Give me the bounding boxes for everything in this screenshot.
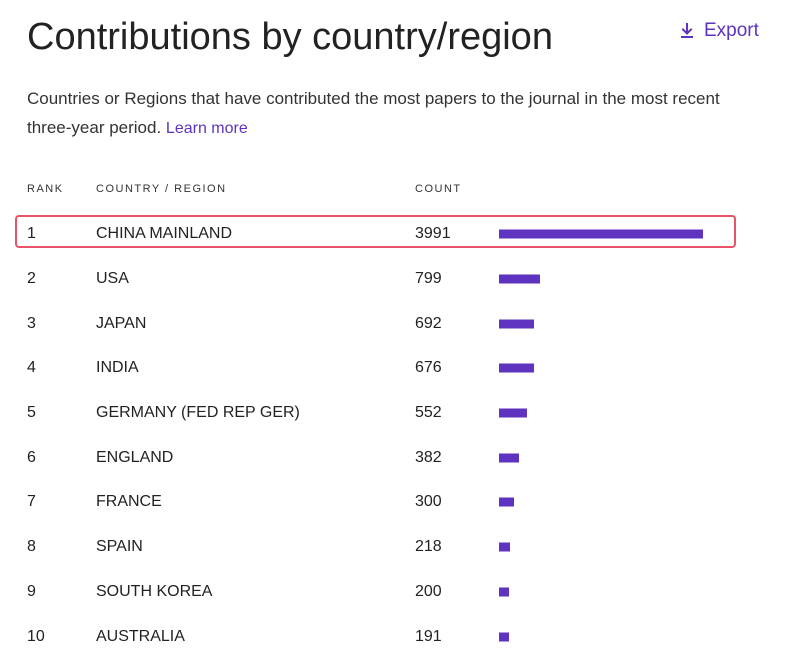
export-button[interactable]: Export — [680, 20, 759, 42]
country-cell: SOUTH KOREA — [96, 582, 213, 600]
count-cell: 218 — [415, 538, 442, 556]
download-icon — [680, 23, 694, 39]
count-bar — [499, 408, 527, 418]
count-cell: 692 — [415, 314, 442, 332]
country-cell: USA — [96, 270, 129, 288]
count-bar — [499, 229, 703, 239]
country-cell: FRANCE — [96, 493, 162, 511]
table-row: 3 JAPAN 692 — [0, 301, 788, 346]
count-bar — [499, 319, 534, 329]
count-bar — [499, 453, 519, 463]
column-header-rank: RANK — [27, 183, 64, 195]
country-cell: GERMANY (FED REP GER) — [96, 404, 300, 422]
country-cell: JAPAN — [96, 314, 147, 332]
table-body: 1 CHINA MAINLAND 3991 2 USA 799 3 JAPAN 692 4 INDI… — [0, 212, 788, 659]
country-cell: CHINA MAINLAND — [96, 225, 233, 243]
count-cell: 799 — [415, 270, 442, 288]
table-row: 1 CHINA MAINLAND 3991 — [0, 212, 788, 257]
rank-cell: 9 — [27, 582, 36, 600]
count-bar — [499, 587, 509, 597]
count-bar — [499, 542, 510, 552]
description-text: Countries or Regions that have contribut… — [27, 89, 720, 137]
count-cell: 382 — [415, 448, 442, 466]
count-bar — [499, 363, 534, 373]
count-cell: 200 — [415, 582, 442, 600]
page-title: Contributions by country/region — [27, 16, 553, 58]
rank-cell: 6 — [27, 448, 36, 466]
count-cell: 3991 — [415, 225, 451, 243]
table-row: 2 USA 799 — [0, 257, 788, 302]
table-row: 8 SPAIN 218 — [0, 525, 788, 570]
table-row: 5 GERMANY (FED REP GER) 552 — [0, 391, 788, 436]
count-bar — [499, 497, 514, 507]
count-cell: 191 — [415, 627, 442, 645]
table-row: 4 INDIA 676 — [0, 346, 788, 391]
rank-cell: 8 — [27, 538, 36, 556]
country-cell: AUSTRALIA — [96, 627, 185, 645]
count-bar — [499, 274, 540, 284]
rank-cell: 2 — [27, 270, 36, 288]
rank-cell: 10 — [27, 627, 45, 645]
rank-cell: 1 — [27, 225, 36, 243]
table-row: 10 AUSTRALIA 191 — [0, 614, 788, 659]
rank-cell: 7 — [27, 493, 36, 511]
rank-cell: 3 — [27, 314, 36, 332]
count-cell: 552 — [415, 404, 442, 422]
rank-cell: 5 — [27, 404, 36, 422]
count-cell: 676 — [415, 359, 442, 377]
count-bar — [499, 632, 509, 642]
country-cell: ENGLAND — [96, 448, 174, 466]
table-row: 6 ENGLAND 382 — [0, 435, 788, 480]
learn-more-link[interactable]: Learn more — [165, 120, 248, 137]
country-cell: INDIA — [96, 359, 139, 377]
description: Countries or Regions that have contribut… — [27, 84, 767, 143]
export-label: Export — [704, 20, 759, 41]
column-header-country: COUNTRY / REGION — [96, 183, 227, 195]
rank-cell: 4 — [27, 359, 36, 377]
highlight-box — [15, 215, 736, 248]
column-header-count: COUNT — [415, 183, 462, 195]
table-row: 9 SOUTH KOREA 200 — [0, 570, 788, 615]
table-row: 7 FRANCE 300 — [0, 480, 788, 525]
count-cell: 300 — [415, 493, 442, 511]
country-cell: SPAIN — [96, 538, 143, 556]
